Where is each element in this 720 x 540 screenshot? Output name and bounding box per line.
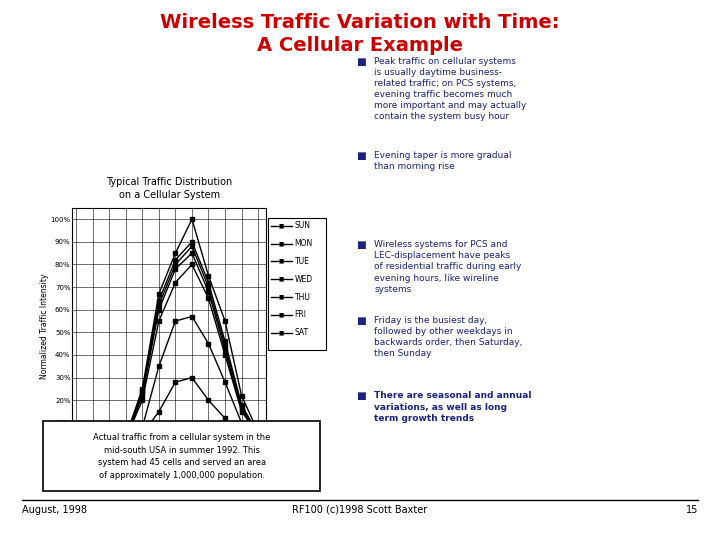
Text: ■: ■ bbox=[356, 151, 366, 161]
Text: Wireless systems for PCS and
LEC-displacement have peaks
of residential traffic : Wireless systems for PCS and LEC-displac… bbox=[374, 240, 522, 294]
Text: Friday is the busiest day,
followed by other weekdays in
backwards order, then S: Friday is the busiest day, followed by o… bbox=[374, 316, 523, 358]
Text: ■: ■ bbox=[356, 240, 366, 251]
Text: There are seasonal and annual
variations, as well as long
term growth trends: There are seasonal and annual variations… bbox=[374, 392, 532, 423]
Text: ■: ■ bbox=[279, 276, 284, 282]
Text: ■: ■ bbox=[279, 312, 284, 318]
Text: ■: ■ bbox=[356, 392, 366, 402]
Text: Peak traffic on cellular systems
is usually daytime business-
related traffic; o: Peak traffic on cellular systems is usua… bbox=[374, 57, 527, 121]
Text: ■: ■ bbox=[279, 259, 284, 264]
Text: MON: MON bbox=[294, 239, 312, 248]
Text: ■: ■ bbox=[279, 223, 284, 228]
Text: SUN: SUN bbox=[294, 221, 310, 230]
Text: Wireless Traffic Variation with Time:
A Cellular Example: Wireless Traffic Variation with Time: A … bbox=[161, 14, 559, 55]
Text: SAT: SAT bbox=[294, 328, 309, 337]
Text: ■: ■ bbox=[356, 57, 366, 67]
Text: Typical Traffic Distribution
on a Cellular System: Typical Traffic Distribution on a Cellul… bbox=[106, 178, 233, 200]
Text: RF100 (c)1998 Scott Baxter: RF100 (c)1998 Scott Baxter bbox=[292, 505, 428, 515]
Text: THU: THU bbox=[294, 293, 310, 301]
Text: TUE: TUE bbox=[294, 257, 310, 266]
Text: August, 1998: August, 1998 bbox=[22, 505, 86, 515]
Text: ■: ■ bbox=[279, 294, 284, 300]
Text: 15: 15 bbox=[686, 505, 698, 515]
X-axis label: Hour: Hour bbox=[158, 458, 180, 468]
Text: FRI: FRI bbox=[294, 310, 307, 319]
Text: ■: ■ bbox=[356, 316, 366, 326]
Y-axis label: Normalized Traffic Intensity: Normalized Traffic Intensity bbox=[40, 274, 49, 380]
Text: ■: ■ bbox=[279, 330, 284, 335]
Text: Actual traffic from a cellular system in the
mid-south USA in summer 1992. This
: Actual traffic from a cellular system in… bbox=[93, 433, 271, 480]
Text: WED: WED bbox=[294, 275, 312, 284]
Text: ■: ■ bbox=[279, 241, 284, 246]
Text: Evening taper is more gradual
than morning rise: Evening taper is more gradual than morni… bbox=[374, 151, 512, 171]
